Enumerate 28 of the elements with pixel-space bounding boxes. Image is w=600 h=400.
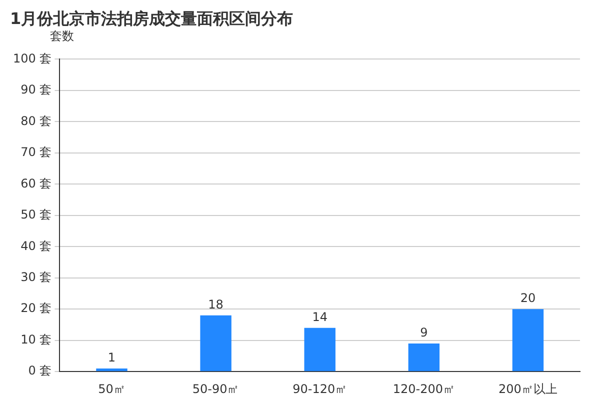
bar [96,368,128,372]
y-tick-label: 80 套 [20,114,52,128]
x-tick-label: 120-200㎡ [392,382,455,396]
data-label: 1 [108,350,116,365]
y-tick-label: 100 套 [13,51,52,66]
y-tick-label: 60 套 [20,176,52,190]
data-label: 18 [208,297,224,312]
y-axis-title: 套数 [50,28,74,45]
chart-title: 1月份北京市法拍房成交量面积区间分布 [10,8,294,28]
x-tick-label: 200㎡以上 [498,382,558,396]
data-label: 14 [312,310,328,324]
y-tick-label: 20 套 [20,301,52,316]
x-tick-label: 50-90㎡ [192,382,240,396]
bar [200,315,232,372]
y-tick-label: 0 套 [28,364,52,378]
y-tick-label: 40 套 [20,238,52,253]
data-label: 20 [520,291,536,306]
y-tick-label: 10 套 [20,332,52,346]
y-tick-label: 70 套 [20,145,52,160]
x-tick-label: 50㎡ [98,382,126,396]
y-tick-label: 30 套 [20,270,52,284]
bar [304,328,336,372]
bar [512,309,544,372]
y-tick-label: 90 套 [20,82,52,97]
x-tick-label: 90-120㎡ [292,382,348,396]
data-label: 9 [420,326,428,340]
bar [408,343,440,372]
y-tick-label: 50 套 [20,208,52,222]
